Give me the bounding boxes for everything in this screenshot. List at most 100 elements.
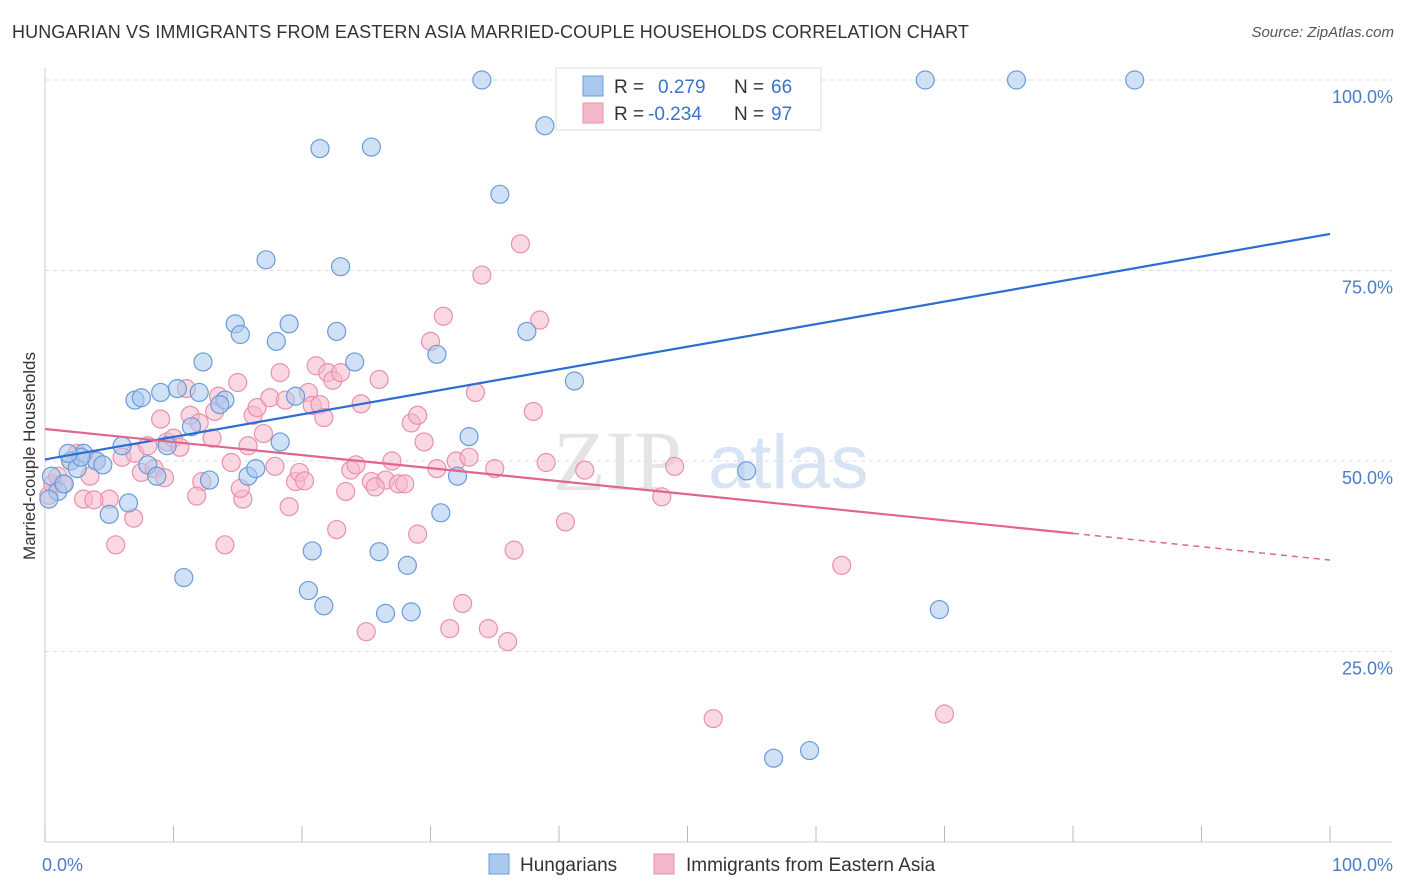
immigrants-point-82 (536, 452, 556, 473)
legend-pink-r-value: -0.234 (648, 104, 702, 125)
hungarians-point-58 (915, 70, 935, 90)
immigrants-point-51 (330, 363, 351, 383)
hungarians-point-41 (369, 542, 389, 562)
immigrants-point-69 (440, 619, 460, 639)
immigrants-point-65 (414, 432, 434, 452)
immigrants-point-60 (382, 451, 402, 471)
x-tick-label-left: 0.0% (42, 855, 83, 875)
hungarians-point-62 (39, 489, 59, 509)
hungarians-point-35 (310, 138, 330, 159)
legend-pink-swatch (582, 102, 604, 124)
immigrants-point-71 (453, 593, 473, 614)
immigrants-point-62 (395, 474, 415, 494)
y-axis-label: Married-couple Households (20, 352, 39, 560)
immigrants-point-47 (314, 407, 334, 428)
hungarians-point-45 (427, 344, 447, 364)
legend-blue-n-label: N = (734, 77, 764, 98)
immigrants-point-16 (151, 409, 171, 429)
immigrants-point-75 (478, 619, 498, 639)
chart-title: HUNGARIAN VS IMMIGRANTS FROM EASTERN ASI… (12, 22, 969, 42)
hungarians-point-40 (361, 137, 381, 157)
hungarians-point-44 (401, 602, 421, 622)
immigrants-point-64 (408, 405, 428, 425)
hungarians-point-54 (564, 371, 585, 391)
immigrants-point-86 (665, 456, 685, 476)
immigrants-point-68 (433, 306, 453, 326)
y-tick-label-25: 25.0% (1342, 659, 1393, 679)
hungarians-point-30 (270, 432, 290, 452)
series-legend: Hungarians Immigrants from Eastern Asia (488, 853, 936, 876)
hungarians-point-25 (230, 324, 250, 345)
x-tick-label-right: 100.0% (1332, 855, 1393, 875)
bottom-legend-blue-swatch (488, 853, 510, 875)
legend-blue-n-value: 66 (771, 77, 792, 98)
tick-labels: 25.0% 50.0% 75.0% 100.0% 0.0% 100.0% (42, 87, 1393, 875)
immigrants-point-29 (228, 372, 248, 393)
hungarians-point-39 (345, 352, 365, 372)
hungarians-point-49 (472, 70, 492, 90)
immigrants-point-78 (504, 540, 524, 560)
trend-line-hungarians (44, 232, 1331, 461)
hungarians-point-56 (763, 748, 784, 768)
hungarians-point-27 (246, 459, 266, 479)
immigrants-point-27 (215, 535, 235, 555)
immigrants-point-54 (346, 455, 366, 475)
immigrants-point-50 (327, 519, 347, 540)
bottom-legend-pink-swatch (653, 853, 675, 875)
y-tick-label-75: 75.0% (1342, 278, 1393, 298)
hungarians-point-52 (535, 116, 555, 136)
immigrants-point-56 (356, 622, 376, 642)
immigrants-point-37 (270, 363, 290, 383)
immigrants-point-34 (253, 423, 274, 444)
hungarians-point-17 (167, 379, 187, 399)
immigrants-point-31 (238, 436, 258, 456)
hungarians-point-32 (285, 386, 306, 406)
immigrants-point-28 (221, 452, 241, 473)
immigrants-point-58 (369, 369, 389, 390)
legend-blue-swatch (582, 75, 604, 97)
hungarians-point-48 (459, 427, 479, 447)
hungarians-point-22 (199, 470, 220, 490)
axes (44, 68, 1392, 843)
hungarians-point-7 (93, 455, 113, 475)
hungarians-point-51 (517, 321, 537, 342)
immigrants-point-10 (106, 535, 126, 555)
immigrants-point-83 (555, 512, 576, 532)
immigrants-point-77 (498, 631, 518, 652)
trend-line-immigrants-extension (1072, 532, 1331, 561)
immigrants-point-81 (530, 310, 550, 330)
stats-legend: R = 0.279 N = 66 R = -0.234 N = 97 (555, 67, 822, 131)
hungarians-point-43 (397, 555, 417, 575)
hungarians-point-34 (302, 541, 322, 561)
series-immigrants-points (39, 234, 955, 729)
legend-pink-n-value: 97 (771, 104, 792, 125)
y-tick-label-50: 50.0% (1342, 468, 1393, 488)
gridlines (45, 79, 1392, 652)
series-hungarians-points (39, 70, 1145, 768)
hungarians-point-18 (174, 567, 194, 588)
y-tick-label-100: 100.0% (1332, 87, 1393, 107)
legend-pink-r-label: R = (614, 104, 644, 125)
immigrants-point-84 (575, 460, 595, 480)
trend-line-immigrants (44, 427, 1074, 535)
hungarians-point-38 (330, 257, 351, 277)
hungarians-point-61 (1125, 70, 1145, 90)
immigrants-point-95 (365, 477, 385, 497)
hungarians-point-10 (118, 493, 139, 513)
immigrants-point-42 (294, 471, 315, 491)
immigrants-point-52 (336, 481, 356, 502)
bottom-legend-hungarians: Hungarians (520, 855, 617, 876)
immigrants-point-80 (523, 401, 543, 422)
hungarians-point-36 (314, 596, 334, 616)
immigrants-point-92 (187, 486, 207, 506)
hungarians-point-46 (431, 503, 451, 523)
hungarians-point-8 (99, 504, 119, 524)
hungarians-point-50 (490, 184, 510, 204)
hungarians-point-33 (298, 580, 319, 601)
hungarians-point-15 (151, 382, 171, 403)
immigrants-point-39 (279, 497, 299, 517)
legend-blue-r-label: R = (614, 77, 644, 98)
hungarians-point-57 (799, 740, 820, 761)
immigrants-point-91 (84, 490, 104, 510)
